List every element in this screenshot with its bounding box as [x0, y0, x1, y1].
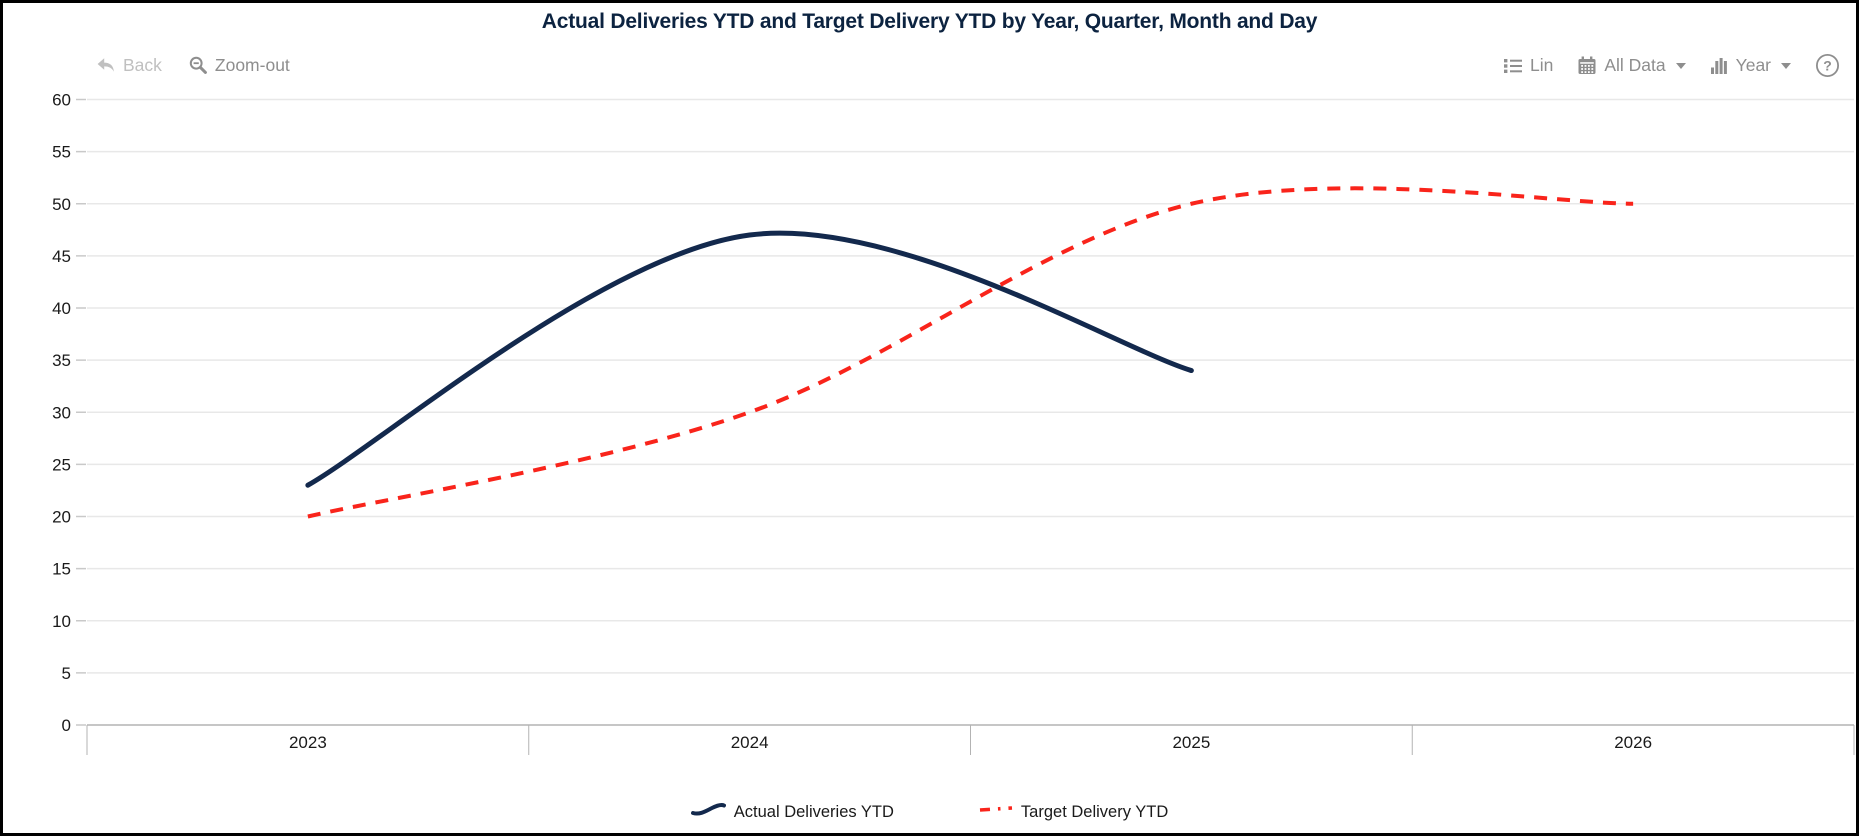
- all-data-label: All Data: [1604, 55, 1666, 75]
- chevron-down-icon: [1675, 62, 1686, 69]
- svg-text:35: 35: [52, 351, 71, 370]
- help-button[interactable]: ?: [1815, 53, 1840, 78]
- svg-text:15: 15: [52, 560, 71, 579]
- svg-text:30: 30: [52, 403, 71, 422]
- solid-line-swatch-icon: [690, 802, 726, 822]
- toolbar-left: Back Zoom-out: [96, 55, 290, 76]
- svg-text:40: 40: [52, 299, 71, 318]
- legend: Actual Deliveries YTD Target Delivery YT…: [3, 802, 1856, 822]
- svg-text:45: 45: [52, 247, 71, 266]
- dashed-line-swatch-icon: [978, 802, 1013, 822]
- svg-text:25: 25: [52, 455, 71, 474]
- back-label: Back: [123, 55, 162, 75]
- question-circle-icon: ?: [1815, 53, 1840, 78]
- back-button[interactable]: Back: [96, 55, 162, 76]
- svg-text:2026: 2026: [1614, 733, 1652, 752]
- magnifier-minus-icon: [189, 56, 208, 75]
- zoom-out-label: Zoom-out: [214, 55, 290, 75]
- undo-arrow-icon: [96, 57, 116, 74]
- year-unit-dropdown[interactable]: Year: [1710, 55, 1791, 76]
- bar-columns-icon: [1710, 56, 1729, 75]
- toolbar-right: Lin All Data: [1503, 53, 1840, 78]
- legend-label: Target Delivery YTD: [1020, 802, 1169, 821]
- calendar-icon: [1577, 56, 1597, 75]
- linear-scale-label: Lin: [1530, 55, 1554, 75]
- svg-text:5: 5: [62, 664, 71, 683]
- svg-text:55: 55: [52, 143, 71, 162]
- svg-text:20: 20: [52, 508, 71, 527]
- svg-text:2024: 2024: [731, 733, 769, 752]
- svg-text:50: 50: [52, 195, 71, 214]
- legend-label: Actual Deliveries YTD: [733, 802, 894, 821]
- list-icon: [1503, 57, 1523, 75]
- chevron-down-icon: [1781, 62, 1791, 69]
- legend-item-actual-deliveries[interactable]: Actual Deliveries YTD: [690, 802, 894, 822]
- all-data-dropdown[interactable]: All Data: [1577, 55, 1686, 76]
- zoom-out-button[interactable]: Zoom-out: [189, 55, 290, 76]
- svg-text:60: 60: [52, 91, 71, 110]
- legend-item-target-delivery[interactable]: Target Delivery YTD: [978, 802, 1168, 822]
- svg-text:?: ?: [1823, 57, 1832, 73]
- linear-scale-button[interactable]: Lin: [1503, 55, 1553, 76]
- svg-text:0: 0: [62, 716, 71, 735]
- svg-text:10: 10: [52, 612, 71, 631]
- page-title: Actual Deliveries YTD and Target Deliver…: [541, 10, 1318, 33]
- svg-text:2025: 2025: [1172, 733, 1210, 752]
- svg-text:2023: 2023: [289, 733, 327, 752]
- year-unit-label: Year: [1735, 55, 1771, 75]
